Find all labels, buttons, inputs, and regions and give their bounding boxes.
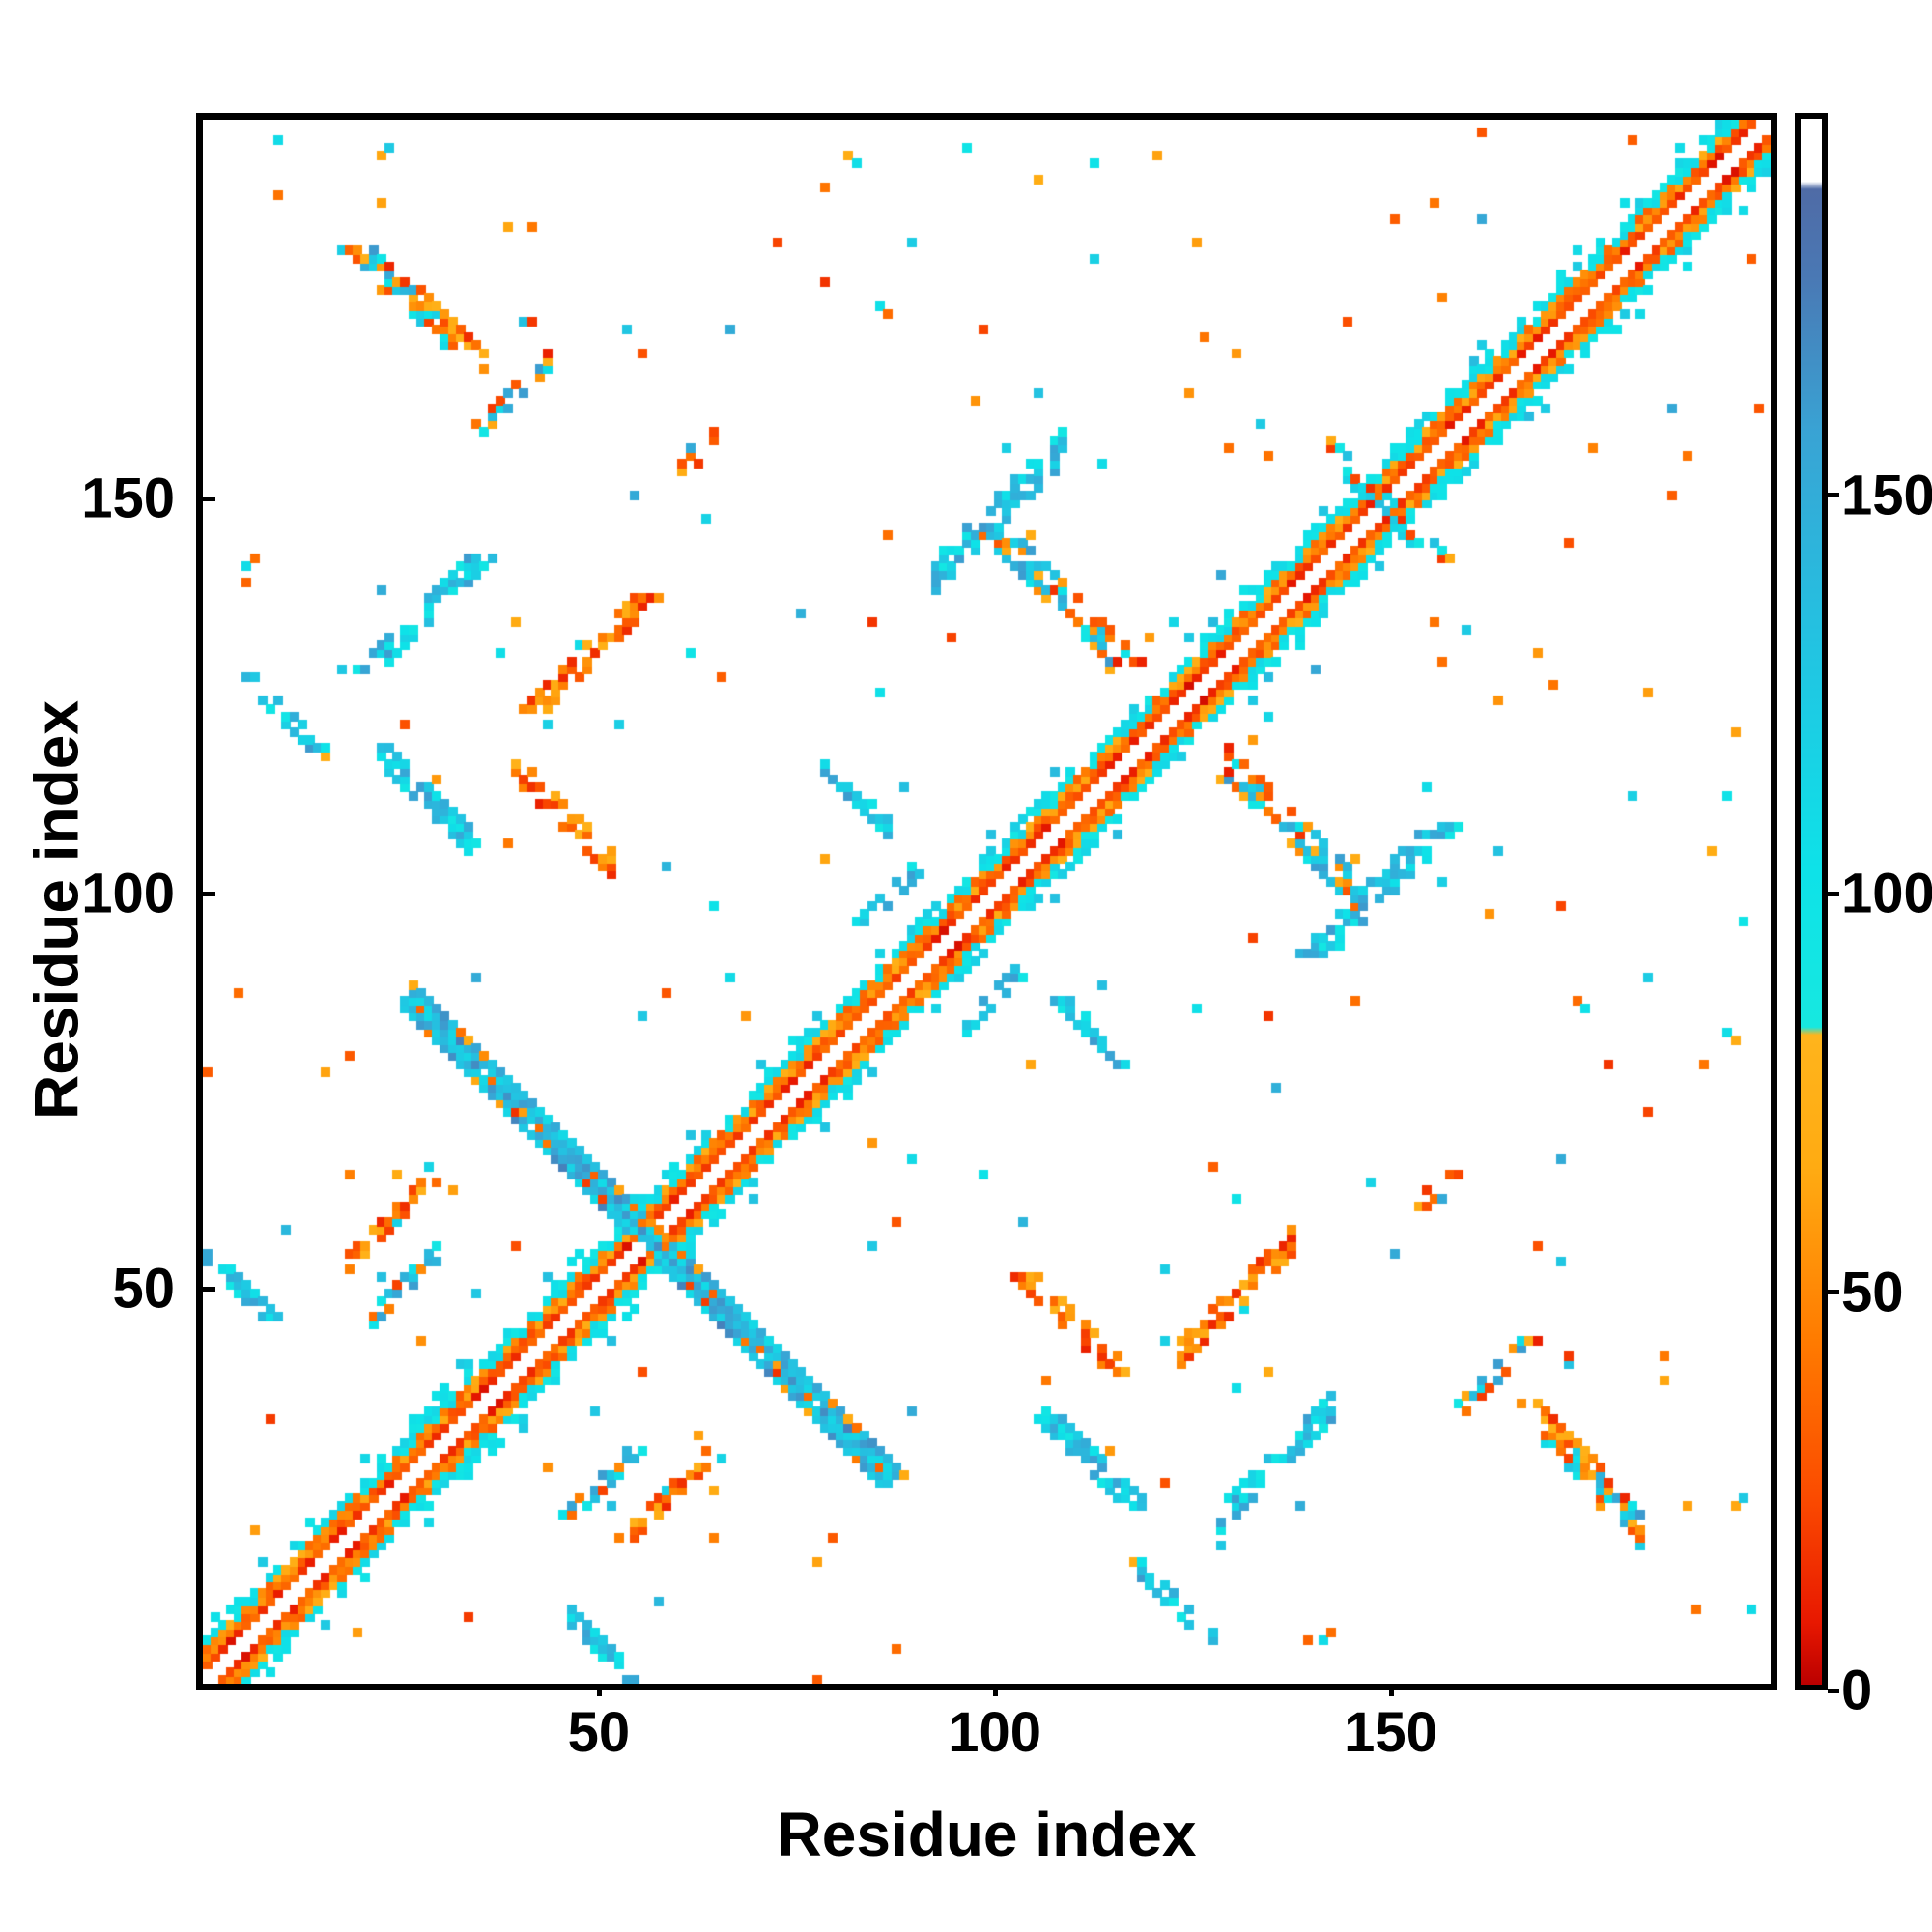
y-tick-label-50: 50: [112, 1257, 175, 1321]
contact-map-canvas: [203, 120, 1771, 1684]
x-tick-50: [596, 1684, 602, 1696]
colorbar-group: [1795, 113, 1828, 1690]
x-tick-label-100: 100: [948, 1701, 1042, 1764]
colorbar-tick-label-50: 50: [1841, 1261, 1904, 1324]
heatmap-plot-area: [196, 113, 1777, 1696]
colorbar-tick-label-0: 0: [1841, 1659, 1873, 1722]
x-tick-label-150: 150: [1344, 1701, 1437, 1764]
y-tick-50: [203, 1287, 215, 1293]
colorbar-tick-label-100: 100: [1841, 862, 1932, 925]
y-tick-100: [203, 892, 215, 897]
colorbar-tick-150: [1828, 493, 1839, 498]
y-tick-150: [203, 497, 215, 502]
colorbar-tick-label-150: 150: [1841, 464, 1932, 527]
x-axis-title: Residue index: [777, 1800, 1197, 1869]
x-tick-150: [1388, 1684, 1394, 1696]
colorbar: [1795, 113, 1828, 1690]
y-tick-label-100: 100: [81, 862, 175, 925]
colorbar-tick-50: [1828, 1290, 1839, 1295]
x-tick-100: [992, 1684, 998, 1696]
colorbar-tick-100: [1828, 891, 1839, 896]
y-axis-title: Residue index: [21, 700, 92, 1120]
y-tick-label-150: 150: [81, 467, 175, 530]
colorbar-tick-0: [1828, 1688, 1839, 1693]
colorbar-gradient: [1801, 119, 1822, 1685]
x-tick-label-50: 50: [567, 1701, 631, 1764]
